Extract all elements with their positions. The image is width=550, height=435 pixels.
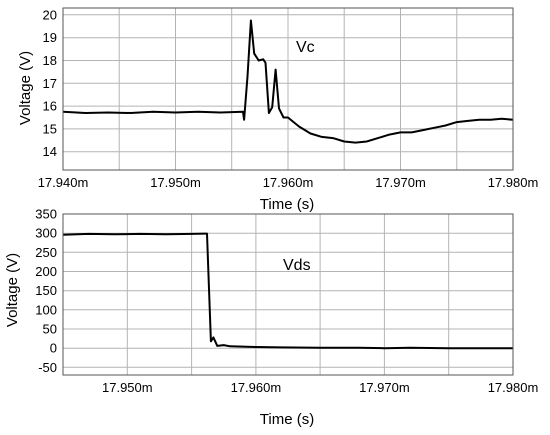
y-tick-label: 18 [43,53,57,68]
x-tick-label: 17.950m [150,175,201,190]
y-tick-label: 0 [50,341,57,356]
y-tick-label: 16 [43,99,57,114]
vds-chart: -50 0 50 100 150 200 250 300 350 17.950m 17.960m 17… [4,207,538,429]
x-tick-label: 17.970m [375,175,426,190]
x-tick-label: 17.970m [359,380,410,395]
y-tick-label: 20 [43,7,57,22]
x-tick-label: 17.960m [263,175,314,190]
y-tick-label: 250 [35,245,57,260]
y-tick-label: 300 [35,226,57,241]
x-tick-label: 17.940m [38,175,89,190]
series-annotation-vc: Vc [296,39,315,56]
y-tick-label: -50 [38,360,57,375]
y-tick-label: 100 [35,302,57,317]
y-tick-label: 17 [43,76,57,91]
x-tick-label: 17.980m [488,380,539,395]
vc-series-line [62,19,514,144]
vds-series-line [62,232,513,350]
y-tick-label: 14 [43,144,57,159]
x-tick-label: 17.950m [102,380,153,395]
y-tick-label: 19 [43,30,57,45]
x-tick-label: 17.960m [231,380,282,395]
vc-chart: 14 15 16 17 18 19 20 17.940m 17.950m 17.960m 17.97… [17,7,538,213]
x-axis-label: Time (s) [260,196,314,213]
y-tick-label: 200 [35,264,57,279]
plot-frame [62,213,514,376]
y-tick-label: 15 [43,121,57,136]
x-tick-label: 17.980m [488,175,539,190]
plot-frame [62,7,514,171]
y-tick-label: 50 [43,322,57,337]
x-axis-label: Time (s) [260,411,314,428]
y-axis-label: Voltage (V) [17,51,34,125]
series-annotation-vds: Vds [283,257,311,274]
y-axis-label: Voltage (V) [4,253,21,327]
y-tick-label: 150 [35,283,57,298]
y-tick-label: 350 [35,207,57,222]
